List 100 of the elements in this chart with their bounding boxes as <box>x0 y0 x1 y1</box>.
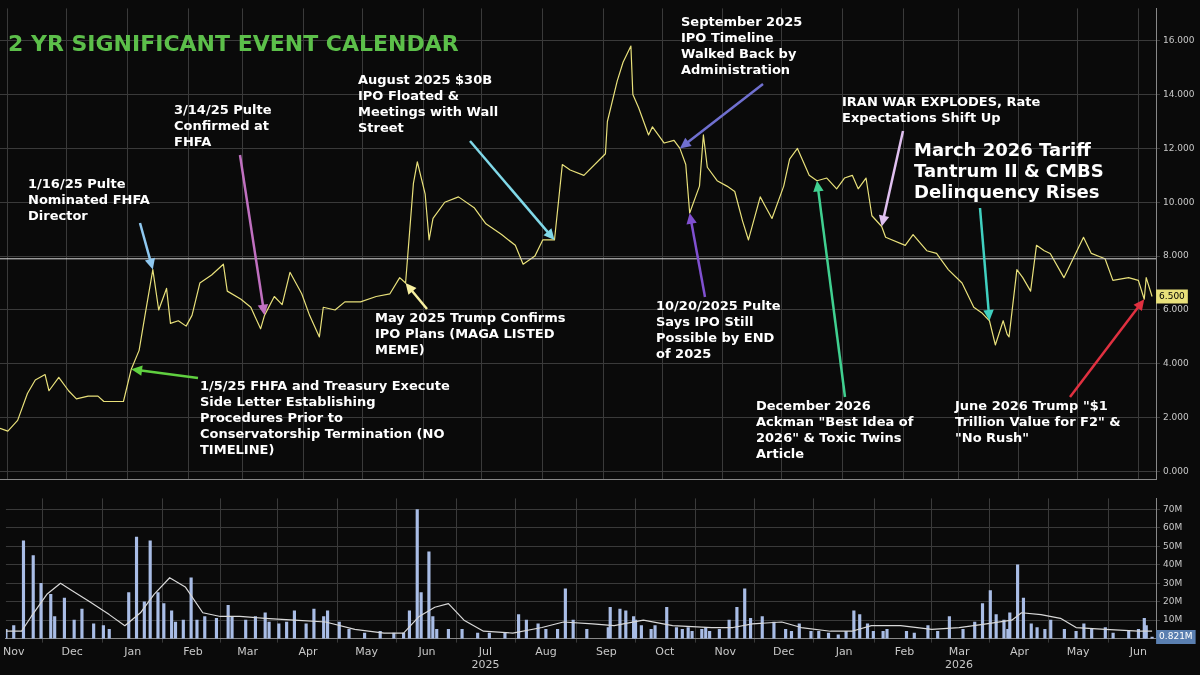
bar <box>156 592 160 639</box>
bar <box>653 625 657 639</box>
x-tick-label: Jul 2025 <box>471 645 500 672</box>
x-tick-label: Feb <box>894 645 915 659</box>
bar <box>127 592 131 639</box>
bar <box>608 606 612 639</box>
bar <box>181 619 185 639</box>
y-tick-label: 8.000 <box>1163 250 1190 261</box>
bar <box>988 590 992 639</box>
bar <box>21 540 26 639</box>
bar <box>107 629 111 639</box>
x-tick-label: Apr <box>1010 645 1030 659</box>
bar <box>961 629 965 639</box>
annotation: August 2025 $30B IPO Floated & Meetings with Wall Street <box>358 71 499 135</box>
bar <box>665 606 669 639</box>
bar <box>649 629 653 639</box>
x-tick-label: Sep <box>595 645 617 659</box>
bar <box>1062 629 1066 639</box>
x-tick-label: Apr <box>298 645 319 659</box>
text: 2 YR SIGNIFICANT EVENT CALENDAR <box>8 30 459 56</box>
bar <box>980 603 985 639</box>
bar <box>195 619 199 639</box>
annotation: 10/20/2025 Pulte Says IPO Still Possible by END of 2025 <box>656 297 781 361</box>
bar <box>700 629 704 639</box>
bar <box>1002 619 1006 639</box>
y-tick-label: 30M <box>1163 577 1183 588</box>
annotation: 0.821M <box>1159 631 1193 642</box>
bar <box>1035 627 1039 639</box>
bar <box>556 629 560 639</box>
bar <box>1043 629 1047 639</box>
x-tick-label: Feb <box>183 645 203 659</box>
bar <box>226 605 230 639</box>
bar <box>1049 619 1053 639</box>
x-tick-label: Mar 2026 <box>945 645 974 672</box>
bar <box>1008 612 1012 639</box>
x-tick-label: Oct <box>655 645 675 659</box>
bar <box>203 616 207 639</box>
y-tick-label: 12.000 <box>1163 142 1195 153</box>
bar <box>148 540 152 639</box>
bar <box>189 577 193 639</box>
y-tick-label: 2.000 <box>1163 412 1190 423</box>
annotation: June 2026 Trump "$1 Trillion Value for F2" & "No Rush" <box>954 397 1121 445</box>
bar <box>717 629 721 639</box>
bar <box>162 603 166 639</box>
y-tick-label: 4.000 <box>1163 358 1190 369</box>
bar <box>639 625 643 639</box>
bar <box>1016 564 1020 639</box>
bar <box>214 617 219 639</box>
bar <box>62 597 66 639</box>
annotation: December 2026 Ackman "Best Idea of 2026" & Toxic Twins Article <box>756 397 914 461</box>
annotation: 1/16/25 Pulte Nominated FHFA Director <box>28 175 150 223</box>
y-tick-label: 6.000 <box>1163 304 1190 315</box>
bar <box>72 619 76 639</box>
y-tick-label: 14.000 <box>1163 88 1195 99</box>
bar <box>312 608 316 639</box>
x-tick-label: Jan <box>123 645 142 659</box>
bar <box>101 625 105 639</box>
bar <box>170 610 174 639</box>
bar <box>585 629 589 639</box>
x-tick-label: Jun <box>1128 645 1148 659</box>
annotation: May 2025 Trump Confirms IPO Plans (MAGA LISTED MEME) <box>375 309 566 357</box>
x-tick-label: Jun <box>417 645 436 659</box>
bar <box>772 621 776 639</box>
x-tick-label: Mar <box>237 645 259 659</box>
bar <box>503 632 507 639</box>
bar <box>446 629 450 639</box>
bar <box>5 629 8 639</box>
bar <box>263 612 267 639</box>
bar <box>1090 629 1094 639</box>
bar <box>39 582 43 639</box>
x-tick-label: Nov <box>714 645 737 659</box>
bar <box>618 608 622 639</box>
bar <box>686 627 690 639</box>
bar <box>680 629 684 639</box>
bar <box>460 629 464 639</box>
annotation: 3/14/25 Pulte Confirmed at FHFA <box>174 101 272 149</box>
bar <box>347 629 351 639</box>
y-tick-label: 40M <box>1163 559 1183 570</box>
y-tick-label: 20M <box>1163 596 1183 607</box>
bar <box>31 555 35 639</box>
x-tick-label: Dec <box>773 645 795 659</box>
y-tick-label: 10.000 <box>1163 196 1195 207</box>
bar <box>80 608 84 639</box>
bar <box>415 509 419 639</box>
annotation: March 2026 Tariff Tantrum II & CMBS Delinquency Rises <box>914 138 1104 202</box>
y-tick-label: 60M <box>1163 522 1183 533</box>
bar <box>427 551 431 639</box>
annotation: 1/5/25 FHFA and Treasury Execute Side Letter Establishing Procedures Prior to Conservatorship Termination (NO TIMELINE) <box>200 377 450 457</box>
x-tick-label: Dec <box>61 645 83 659</box>
annotation: 6.500 <box>1159 290 1186 301</box>
bar <box>743 588 747 639</box>
bar <box>994 614 998 639</box>
bar <box>544 629 548 639</box>
annotation: IRAN WAR EXPLODES, Rate Expectations Shift Up <box>842 93 1041 125</box>
annotation: September 2025 IPO Timeline Walked Back by Administration <box>681 13 803 77</box>
x-tick-label: May <box>1066 645 1090 659</box>
y-tick-label: 10M <box>1163 614 1183 625</box>
y-tick-label: 70M <box>1163 503 1183 514</box>
bar <box>244 619 248 639</box>
x-tick-label: May <box>355 645 379 659</box>
